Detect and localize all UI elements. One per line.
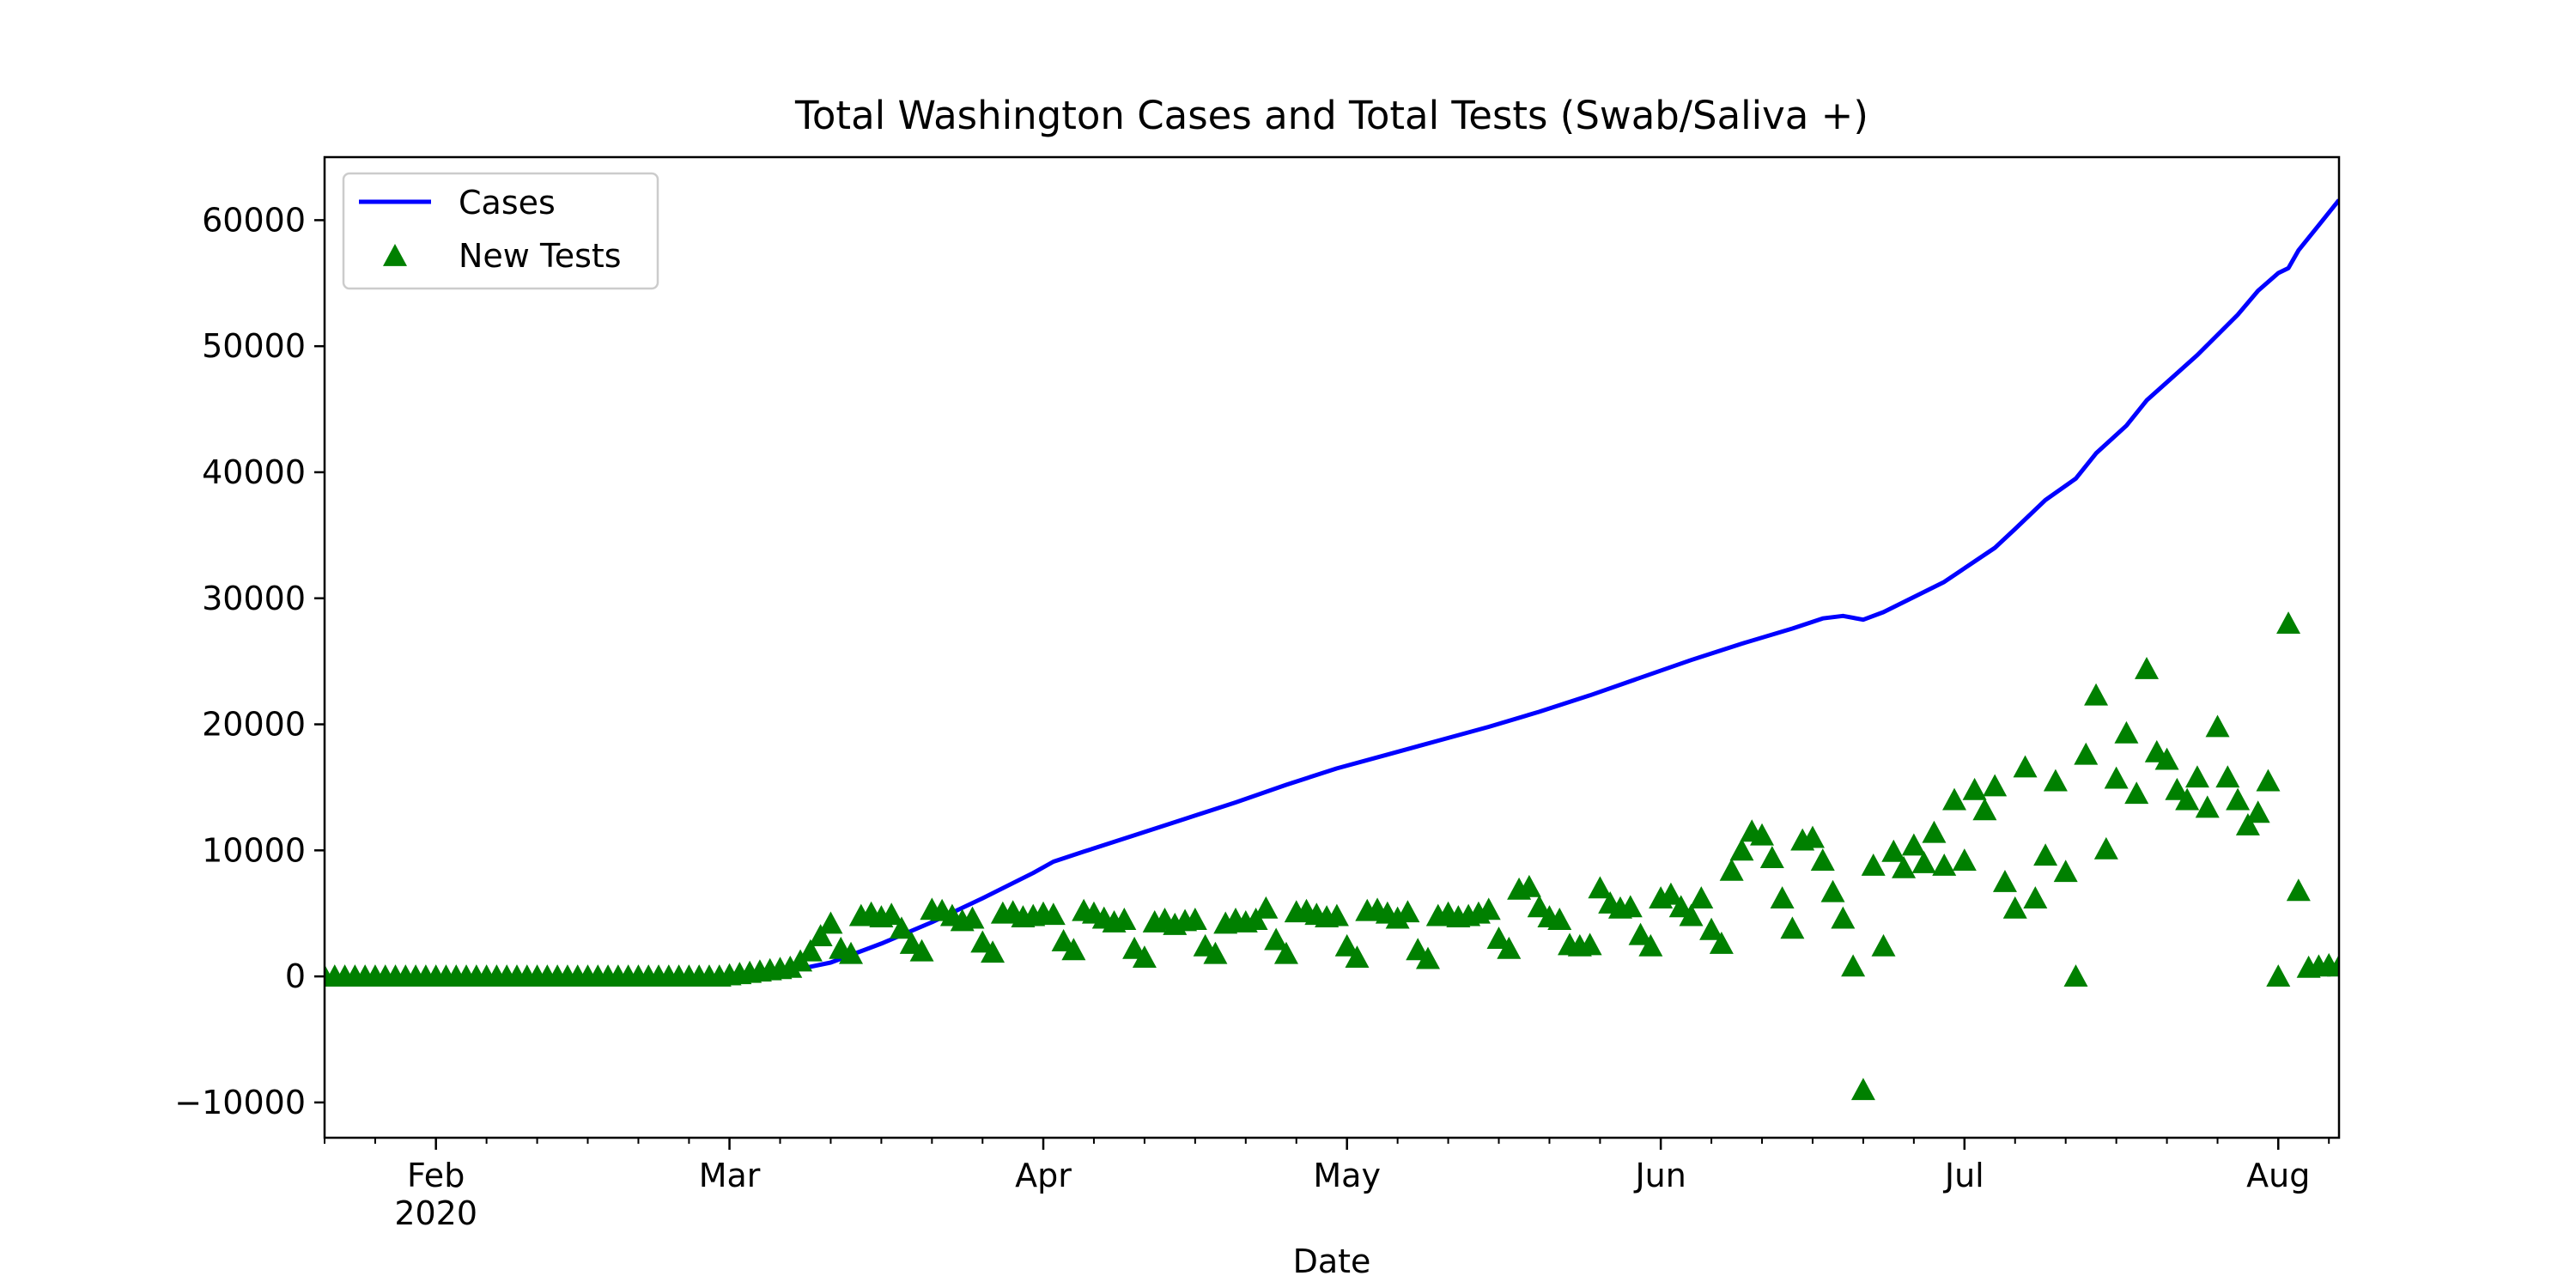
x-tick-label-1: Mar: [699, 1157, 761, 1194]
y-tick-label-5: 40000: [202, 453, 306, 491]
legend-new-tests-label: New Tests: [459, 237, 622, 275]
x-tick-label-3: May: [1313, 1157, 1381, 1194]
legend-cases-label: Cases: [459, 184, 556, 222]
legend: Cases New Tests: [343, 173, 658, 289]
y-tick-label-1: 0: [285, 957, 306, 995]
y-tick-label-6: 50000: [202, 327, 306, 365]
y-tick-label-4: 30000: [202, 580, 306, 617]
x-tick-label-6: Aug: [2246, 1157, 2310, 1194]
x-tick-label-2: Apr: [1015, 1157, 1072, 1194]
y-tick-label-3: 20000: [202, 706, 306, 744]
y-tick-label-7: 60000: [202, 201, 306, 239]
y-tick-label-2: 10000: [202, 831, 306, 869]
x-tick-label-5: Jul: [1943, 1157, 1984, 1194]
x-tick-label-4: Jun: [1633, 1157, 1686, 1194]
y-tick-label-0: −10000: [174, 1084, 306, 1121]
x-axis-label: Date: [1293, 1242, 1371, 1280]
chart-title: Total Washington Cases and Total Tests (…: [794, 93, 1868, 138]
x-tick-sublabel-0: 2020: [394, 1194, 477, 1232]
x-tick-label-0: Feb: [407, 1157, 465, 1194]
